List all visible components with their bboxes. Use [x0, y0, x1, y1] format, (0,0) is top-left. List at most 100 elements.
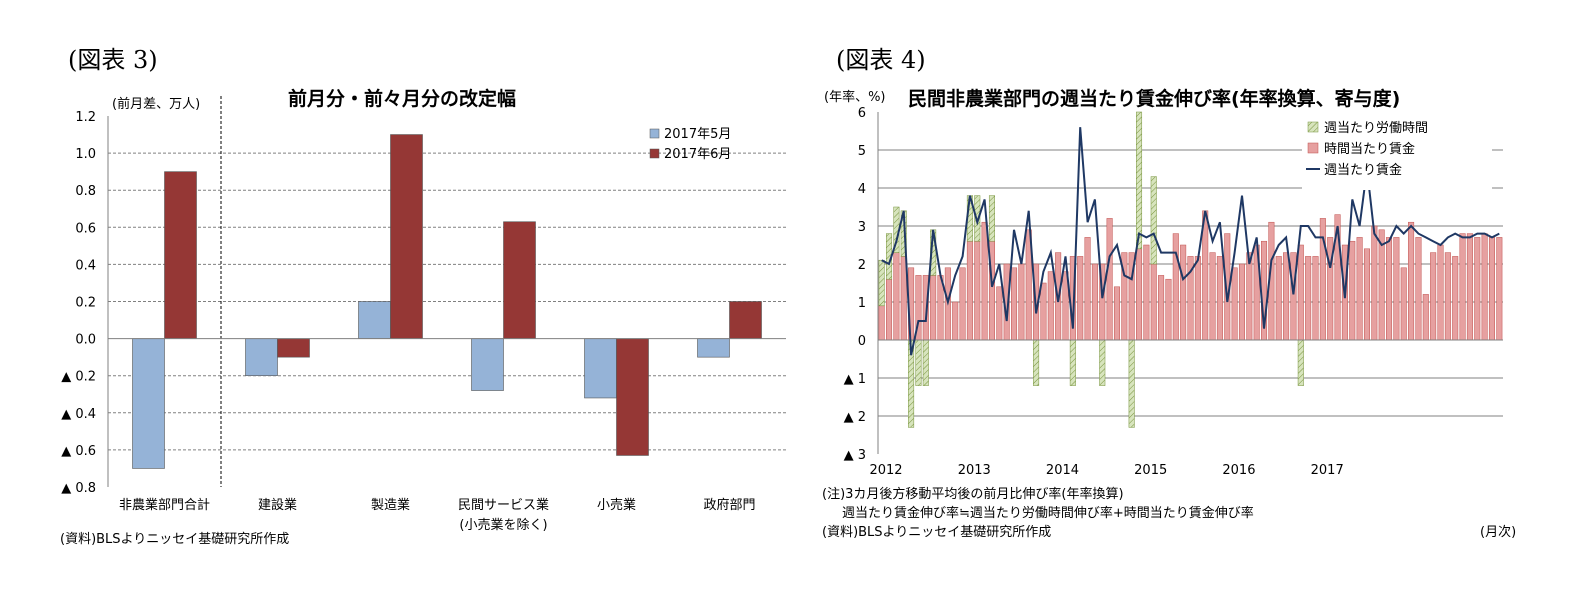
hourly-wage-bar: [1018, 263, 1025, 341]
legend-label: 2017年5月: [664, 127, 731, 142]
y-tick-label: ▲ 0.2: [61, 370, 96, 385]
y-tick-label: 1: [858, 296, 866, 311]
hourly-wage-bar: [952, 301, 959, 341]
hourly-wage-bar: [1437, 244, 1444, 341]
bar: [164, 171, 197, 339]
hourly-wage-bar: [1496, 237, 1503, 341]
hourly-wage-bar: [959, 267, 966, 341]
hourly-wage-bar: [1231, 267, 1238, 341]
figure-3-title: 前月分・前々月分の改定幅: [288, 88, 517, 110]
hourly-wage-bar: [1481, 233, 1488, 341]
y-tick-label: 0.2: [75, 296, 96, 311]
hourly-wage-bar: [878, 305, 885, 341]
hourly-wage-bar: [1011, 267, 1018, 341]
hourly-wage-bar: [1452, 256, 1459, 341]
hourly-wage-bar: [1238, 263, 1245, 341]
hourly-wage-bar: [1378, 229, 1385, 341]
x-tick-label: 民間サービス業: [458, 497, 549, 513]
hourly-wage-bar: [1474, 237, 1481, 341]
hourly-wage-bar: [1209, 252, 1216, 341]
hourly-wage-bar: [1283, 252, 1290, 341]
hourly-wage-bar: [1143, 244, 1150, 341]
y-tick-label: ▲ 1: [844, 372, 866, 387]
figure-4-source: (資料)BLSよりニッセイ基礎研究所作成: [822, 525, 1052, 540]
bar: [245, 338, 278, 377]
hourly-wage-bar: [1077, 256, 1084, 341]
bar: [503, 221, 536, 339]
y-tick-label: 5: [858, 144, 866, 159]
hourly-wage-bar: [900, 256, 907, 341]
hourly-wage-bar: [1488, 237, 1495, 341]
bar: [697, 338, 730, 358]
hourly-wage-bar: [966, 240, 973, 341]
bar: [584, 338, 617, 399]
hours-bar: [1099, 339, 1106, 386]
x-tick-label: 小売業: [597, 497, 636, 513]
x-tick-label: 2015: [1134, 463, 1167, 478]
hourly-wage-bar: [1305, 256, 1312, 341]
hours-bar: [1136, 111, 1143, 250]
legend-label: 週当たり労働時間: [1324, 121, 1428, 136]
bar: [471, 338, 504, 391]
x-tick-label: 2013: [958, 463, 991, 478]
hourly-wage-bar: [974, 240, 981, 341]
figure-3-unit: (前月差、万人): [112, 97, 201, 112]
figure-3-panel: (図表 3) 前月分・前々月分の改定幅 (前月差、万人) 1.2 1.0 0.8 0.…: [60, 46, 786, 547]
y-tick-label: ▲ 0.6: [61, 444, 96, 459]
figure-4-note-2: 週当たり賃金伸び率≒週当たり労働時間伸び率+時間当たり賃金伸び率: [842, 506, 1254, 521]
hourly-wage-bar: [1290, 252, 1297, 341]
y-tick-label: 0.6: [75, 221, 96, 236]
y-tick-label: ▲ 0.8: [61, 481, 96, 496]
bar: [132, 338, 165, 469]
hourly-wage-bar: [930, 275, 937, 341]
hourly-wage-bar: [1216, 256, 1223, 341]
bar: [729, 301, 762, 339]
figure-4-label: (図表 4): [836, 46, 926, 74]
x-tick-label: 非農業部門合計: [119, 497, 210, 513]
y-tick-label: 1.0: [75, 147, 96, 162]
legend-label: 週当たり賃金: [1324, 162, 1402, 178]
hourly-wage-bar: [1356, 237, 1363, 341]
hourly-wage-bar: [1113, 286, 1120, 341]
legend-swatch: [1307, 121, 1319, 133]
figure-3-label: (図表 3): [68, 46, 158, 74]
hourly-wage-bar: [1047, 271, 1054, 341]
figure-4-unit: (年率、%): [824, 90, 886, 105]
figure-3-source: (資料)BLSよりニッセイ基礎研究所作成: [60, 532, 290, 547]
hourly-wage-bar: [1275, 256, 1282, 341]
y-tick-label: 3: [858, 220, 866, 235]
hourly-wage-bar: [1136, 248, 1143, 341]
figure-4-note-1: (注)3カ月後方移動平均後の前月比伸び率(年率換算): [822, 487, 1124, 502]
x-tick-label: 2017: [1311, 463, 1344, 478]
weekly-wage-line: [881, 127, 1500, 356]
figure-3-chart: 1.2 1.0 0.8 0.6 0.4 0.2 0.0 ▲ 0.2 ▲ 0.4 ▲ 0.6 ▲ 0.…: [61, 96, 786, 533]
figure-4-title: 民間非農業部門の週当たり賃金伸び率(年率換算、寄与度): [908, 88, 1401, 110]
hourly-wage-bar: [1444, 252, 1451, 341]
hourly-wage-bar: [886, 278, 893, 341]
hourly-wage-bar: [1040, 282, 1047, 341]
bar: [390, 134, 423, 339]
hourly-wage-bar: [1091, 263, 1098, 341]
bar: [358, 301, 391, 339]
y-tick-label: 6: [858, 106, 866, 121]
y-tick-label: 0.8: [75, 184, 96, 199]
hourly-wage-bar: [893, 252, 900, 341]
hourly-wage-bar: [1106, 218, 1113, 341]
x-tick-label: 2016: [1222, 463, 1255, 478]
y-tick-label: ▲ 0.4: [61, 407, 96, 422]
hourly-wage-bar: [1459, 233, 1466, 341]
hourly-wage-bar: [1084, 237, 1091, 341]
hourly-wage-bar: [1400, 267, 1407, 341]
y-tick-label: 0.0: [75, 333, 96, 348]
hourly-wage-bar: [1297, 244, 1304, 341]
hourly-wage-bar: [1466, 233, 1473, 341]
hourly-wage-bar: [1165, 278, 1172, 341]
hourly-wage-bar: [1246, 252, 1253, 341]
hours-bar: [1069, 339, 1076, 386]
hours-bar: [988, 195, 995, 242]
hourly-wage-bar: [1430, 252, 1437, 341]
bar: [616, 338, 649, 456]
x-tick-sublabel: (小売業を除く): [459, 517, 547, 533]
hourly-wage-bar: [1386, 237, 1393, 341]
